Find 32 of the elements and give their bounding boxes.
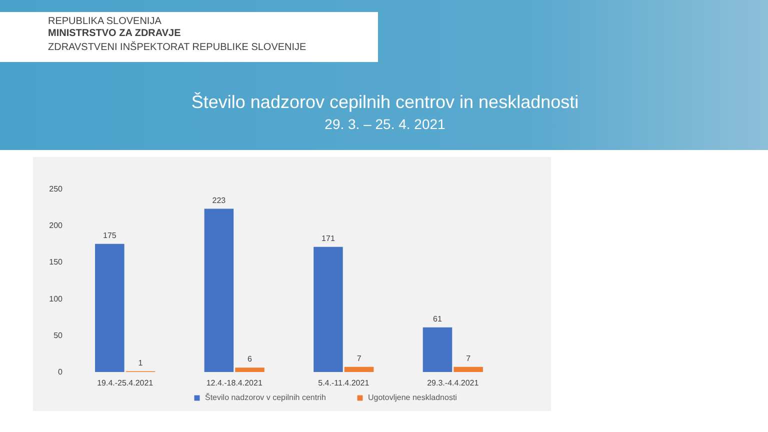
- y-tick-label: 0: [58, 368, 64, 376]
- x-tick-label: 19.4.-25.4.2021: [97, 378, 154, 388]
- text: MINISTRSTVO ZA ZDRAVJE: [48, 28, 182, 39]
- bar: [314, 246, 343, 372]
- data-label: 7: [356, 354, 362, 363]
- y-tick-label: 100: [49, 294, 64, 304]
- bar: [454, 366, 483, 372]
- data-label: 1: [138, 358, 144, 368]
- x-tick-label: 12.4.-18.4.2021: [206, 378, 263, 388]
- y-tick-label: 200: [49, 221, 64, 230]
- bar: [204, 208, 234, 372]
- data-label: 223: [212, 196, 226, 205]
- data-label: 6: [248, 354, 253, 364]
- data-label: 171: [322, 234, 336, 243]
- bar: [235, 368, 264, 372]
- data-label: 7: [466, 354, 472, 363]
- y-tick-label: 50: [54, 330, 64, 340]
- x-tick-label: 5.4.-11.4.2021: [318, 378, 370, 388]
- x-tick-label: 29.3.-4.4.2021: [427, 378, 480, 388]
- data-label: 175: [103, 230, 117, 240]
- data-label: 61: [433, 314, 442, 324]
- y-tick-label: 250: [49, 184, 64, 194]
- bar: [95, 244, 124, 372]
- chart-title: Število nadzorov cepilnih centrov in neskladnosti: [191, 92, 579, 112]
- bar: [344, 366, 374, 372]
- text: REPUBLIKA SLOVENIJA: [48, 16, 162, 27]
- bar: [422, 327, 452, 372]
- text: ZDRAVSTVENI INŠPEKTORAT REPUBLIKE SLOVENIJE: [48, 41, 307, 53]
- chart-subtitle: 29. 3. – 25. 4. 2021: [324, 116, 446, 132]
- legend-label: Število nadzorov v cepilnih centrih: [205, 393, 326, 402]
- legend-label: Ugotovljene neskladnosti: [368, 393, 458, 402]
- y-tick-label: 150: [49, 258, 64, 267]
